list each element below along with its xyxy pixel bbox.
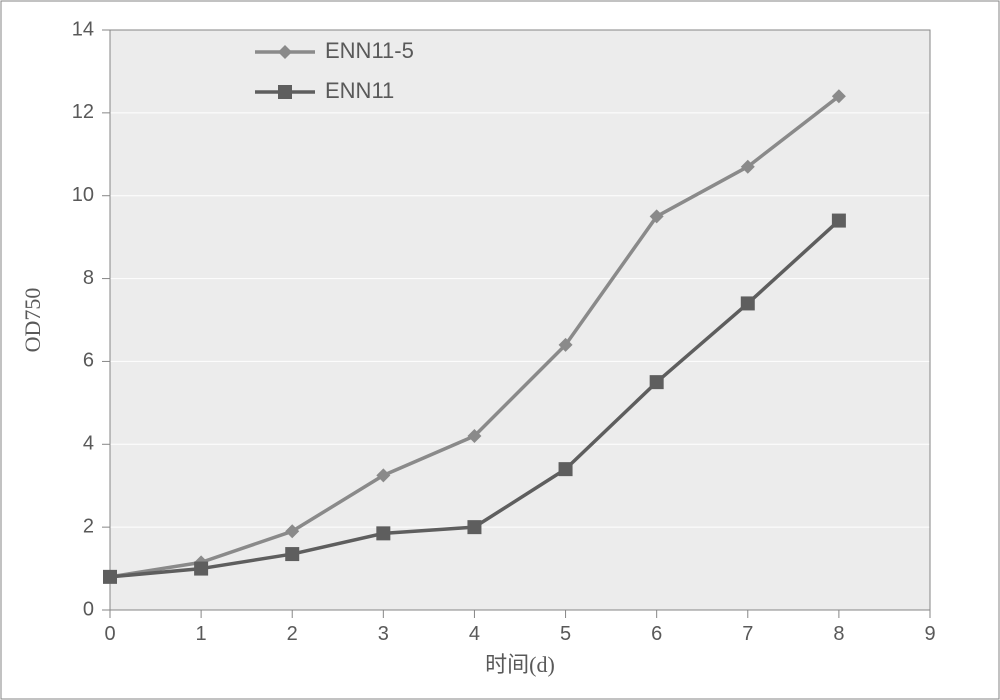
x-tick-label: 1: [196, 623, 207, 645]
marker-square: [103, 570, 117, 584]
marker-square: [650, 375, 664, 389]
x-tick-label: 7: [742, 623, 753, 645]
plot-background: [110, 30, 930, 610]
x-tick-label: 5: [560, 623, 571, 645]
y-axis-label: OD750: [20, 288, 45, 353]
marker-square: [194, 562, 208, 576]
chart-svg: 024681012140123456789时间(d)OD750ENN11-5EN…: [0, 0, 1000, 700]
x-tick-label: 3: [378, 623, 389, 645]
x-tick-label: 0: [104, 623, 115, 645]
x-axis-label: 时间(d): [485, 652, 555, 677]
x-tick-label: 4: [469, 623, 480, 645]
y-tick-label: 2: [83, 515, 94, 537]
marker-square: [467, 520, 481, 534]
marker-square: [559, 462, 573, 476]
marker-square: [741, 296, 755, 310]
marker-square: [376, 526, 390, 540]
x-tick-label: 8: [833, 623, 844, 645]
marker-square: [278, 85, 292, 99]
y-tick-label: 10: [72, 184, 94, 206]
marker-square: [285, 547, 299, 561]
y-tick-label: 6: [83, 350, 94, 372]
y-tick-label: 12: [72, 101, 94, 123]
x-tick-label: 9: [924, 623, 935, 645]
y-tick-label: 14: [72, 18, 94, 40]
y-tick-label: 0: [83, 598, 94, 620]
line-chart: 024681012140123456789时间(d)OD750ENN11-5EN…: [0, 0, 1000, 700]
marker-square: [832, 214, 846, 228]
x-tick-label: 2: [287, 623, 298, 645]
y-tick-label: 8: [83, 267, 94, 289]
y-tick-label: 4: [83, 433, 94, 455]
legend-label: ENN11-5: [325, 38, 414, 63]
legend-label: ENN11: [325, 78, 394, 103]
x-tick-label: 6: [651, 623, 662, 645]
